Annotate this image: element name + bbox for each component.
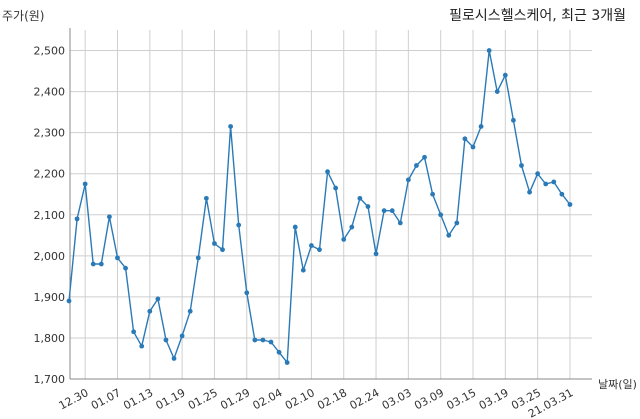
x-tick-label: 01.29	[218, 386, 252, 412]
data-point	[284, 360, 290, 365]
data-point	[236, 222, 242, 228]
data-point	[357, 195, 363, 201]
data-point	[543, 181, 549, 187]
data-point	[163, 337, 169, 343]
data-point	[90, 261, 96, 267]
axes	[69, 28, 592, 380]
price-series	[66, 48, 573, 365]
data-point	[244, 290, 250, 296]
data-point	[325, 169, 330, 175]
data-point	[220, 247, 225, 253]
data-point	[519, 163, 524, 168]
data-point	[446, 232, 452, 238]
data-point	[187, 308, 193, 314]
x-tick-label: 01.07	[89, 386, 123, 412]
x-tick-label: 02.18	[315, 386, 349, 412]
data-point	[502, 72, 508, 78]
data-point	[268, 339, 274, 345]
data-point	[98, 261, 104, 267]
data-point	[381, 208, 387, 214]
data-point	[66, 298, 72, 304]
y-axis-label: 주가(원)	[2, 9, 45, 23]
data-point	[147, 308, 153, 314]
x-tick-label: 01.19	[154, 386, 188, 412]
data-point	[478, 124, 484, 129]
data-point	[470, 144, 476, 150]
x-tick-labels: 12.3001.0701.1301.1901.2501.2902.0402.10…	[57, 386, 576, 419]
x-tick-label: 03.19	[477, 386, 511, 412]
data-point	[131, 329, 137, 335]
data-point	[260, 337, 266, 343]
data-point	[82, 181, 88, 187]
data-point	[494, 89, 500, 94]
x-tick-label: 03.03	[380, 386, 414, 412]
data-point	[341, 237, 347, 242]
data-point	[171, 356, 177, 361]
data-point	[309, 243, 314, 248]
y-tick-label: 2,300	[34, 127, 66, 140]
data-point	[567, 202, 573, 207]
data-point	[365, 204, 371, 209]
data-point	[454, 220, 460, 226]
data-point	[559, 191, 565, 197]
data-point	[139, 343, 145, 349]
data-point	[195, 255, 201, 261]
data-point	[300, 267, 306, 273]
data-point	[405, 177, 411, 183]
data-point	[438, 212, 444, 218]
data-point	[414, 163, 419, 168]
data-point	[155, 296, 161, 302]
x-tick-label: 02.10	[283, 386, 317, 412]
data-point	[349, 224, 355, 230]
y-tick-label: 2,400	[34, 86, 66, 99]
x-tick-label: 01.13	[121, 386, 155, 412]
data-point	[535, 171, 541, 177]
data-point	[397, 220, 403, 226]
x-tick-label: 01.25	[186, 386, 220, 412]
x-tick-label: 03.09	[412, 386, 446, 412]
data-point	[511, 117, 516, 123]
data-point	[292, 224, 298, 230]
data-point	[107, 214, 112, 220]
data-point	[252, 337, 258, 343]
y-tick-label: 1,900	[34, 291, 66, 304]
data-point	[486, 48, 492, 53]
data-point	[179, 333, 185, 339]
data-point	[422, 154, 427, 160]
data-point	[74, 216, 80, 222]
y-tick-labels: 1,700 1,800 1,900 2,000 2,100 2,200 2,300 2,400…	[34, 45, 66, 386]
data-point	[123, 265, 128, 271]
data-point	[276, 349, 282, 355]
x-tick-label: 03.15	[444, 386, 478, 412]
y-tick-label: 1,700	[34, 373, 66, 386]
grid-lines	[70, 30, 592, 380]
data-point	[462, 136, 468, 142]
x-tick-label: 02.04	[251, 386, 285, 412]
data-point	[333, 185, 339, 191]
x-tick-label: 12.30	[57, 386, 91, 412]
y-tick-label: 2,200	[34, 168, 66, 181]
y-tick-label: 2,500	[34, 45, 66, 58]
data-point	[373, 251, 379, 257]
data-point	[430, 191, 435, 197]
y-tick-label: 2,000	[34, 250, 66, 263]
data-point	[551, 179, 557, 185]
y-tick-label: 1,800	[34, 332, 66, 345]
data-point	[212, 241, 217, 246]
data-point	[317, 247, 322, 253]
chart-title: 필로시스헬스케어, 최근 3개월	[449, 8, 626, 24]
data-point	[527, 189, 532, 195]
data-point	[115, 255, 120, 261]
x-axis-label: 날짜(일)	[598, 378, 637, 391]
data-point	[228, 124, 234, 129]
series-line	[68, 49, 571, 364]
data-point	[203, 195, 209, 201]
y-tick-label: 2,100	[34, 209, 66, 222]
data-point	[389, 208, 395, 214]
x-tick-label: 02.24	[348, 386, 382, 412]
